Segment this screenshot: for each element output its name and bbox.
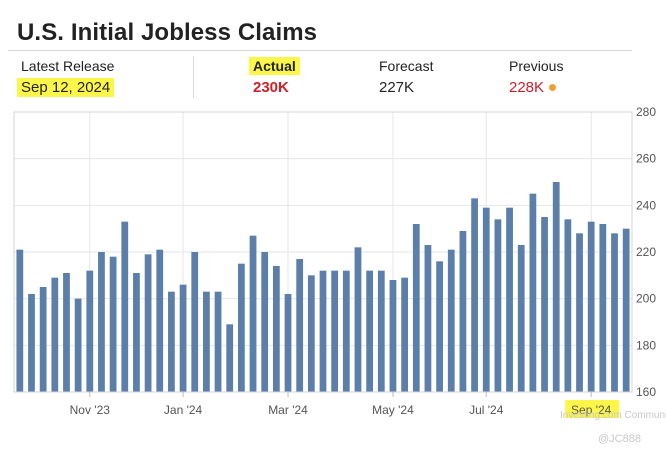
page-title: U.S. Initial Jobless Claims bbox=[17, 19, 318, 46]
y-tick-label: 180 bbox=[636, 338, 656, 352]
bar bbox=[622, 228, 630, 392]
bar bbox=[168, 291, 175, 392]
bar bbox=[307, 275, 315, 392]
bar bbox=[459, 231, 467, 392]
bar bbox=[564, 219, 572, 392]
bar bbox=[471, 198, 478, 392]
bar bbox=[51, 277, 59, 392]
stats-row: Latest Release Sep 12, 2024 Actual 230K … bbox=[8, 52, 632, 100]
x-tick-label: Jan '24 bbox=[164, 403, 203, 417]
bar bbox=[203, 291, 210, 392]
x-tick-label: Sep '24 bbox=[571, 403, 612, 417]
bar bbox=[611, 233, 618, 392]
forecast-label: Forecast bbox=[379, 58, 434, 74]
x-tick-label: Nov '23 bbox=[70, 403, 111, 417]
y-tick-label: 200 bbox=[636, 292, 656, 306]
bar bbox=[121, 221, 129, 392]
x-tick-label: May '24 bbox=[372, 403, 414, 417]
bar bbox=[156, 249, 164, 392]
bar bbox=[541, 217, 548, 392]
y-tick-label: 220 bbox=[636, 245, 656, 259]
bar bbox=[86, 270, 94, 392]
bar bbox=[424, 245, 432, 392]
bar bbox=[529, 193, 537, 392]
bar bbox=[576, 233, 583, 392]
bar-series bbox=[16, 182, 630, 392]
bar bbox=[28, 294, 35, 392]
x-tick-label: Jul '24 bbox=[469, 403, 504, 417]
bar bbox=[144, 254, 152, 392]
bar bbox=[506, 207, 513, 392]
actual-value: 230K bbox=[253, 79, 289, 96]
stats-divider bbox=[193, 56, 194, 98]
bar bbox=[494, 219, 502, 392]
bar bbox=[517, 245, 525, 392]
bar bbox=[249, 235, 257, 392]
bar bbox=[179, 284, 187, 392]
bar bbox=[39, 287, 47, 392]
bar bbox=[272, 266, 280, 392]
bar bbox=[284, 294, 292, 392]
bar bbox=[74, 298, 82, 392]
y-tick-label: 280 bbox=[636, 105, 656, 119]
bar bbox=[587, 221, 595, 392]
forecast-value: 227K bbox=[379, 79, 415, 96]
bar bbox=[389, 280, 397, 392]
jobless-claims-bar-chart: Nov '23 Jan '24 Mar '24 May '24 Jul '24 Sep '… bbox=[13, 105, 666, 445]
watermark-handle: @JC888 bbox=[598, 433, 641, 445]
bar bbox=[412, 224, 420, 392]
previous-label: Previous bbox=[509, 58, 564, 74]
actual-label: Actual bbox=[249, 57, 300, 75]
watermark-text: Investing.com Community bbox=[560, 410, 666, 421]
previous-value-wrap: 228K bbox=[509, 79, 557, 96]
bar bbox=[191, 252, 199, 392]
plot-frame bbox=[13, 111, 633, 393]
bar bbox=[226, 324, 234, 392]
y-tick-label: 260 bbox=[636, 152, 656, 166]
bar bbox=[436, 261, 443, 392]
bar bbox=[482, 207, 490, 392]
y-axis-labels: 160 180 200 220 240 260 280 bbox=[636, 105, 656, 399]
bar bbox=[261, 252, 269, 392]
bar bbox=[98, 252, 105, 392]
bar bbox=[109, 256, 117, 392]
bar bbox=[366, 270, 374, 392]
title-divider bbox=[8, 50, 632, 51]
x-tick-label: Mar '24 bbox=[268, 403, 308, 417]
bar bbox=[214, 291, 222, 392]
bar bbox=[237, 263, 245, 392]
latest-release-value: Sep 12, 2024 bbox=[17, 78, 115, 97]
axes bbox=[13, 111, 633, 397]
bar bbox=[377, 270, 385, 392]
x-axis-labels: Nov '23 Jan '24 Mar '24 May '24 Jul '24 Sep '… bbox=[70, 400, 620, 418]
bar bbox=[599, 224, 607, 392]
bar bbox=[63, 273, 70, 392]
latest-release-date: Sep 12, 2024 bbox=[17, 78, 115, 97]
bar bbox=[342, 270, 350, 392]
bar bbox=[133, 273, 140, 392]
bar bbox=[331, 270, 339, 392]
bar bbox=[16, 249, 24, 392]
bar bbox=[319, 270, 327, 392]
latest-release-label: Latest Release bbox=[21, 58, 115, 74]
bar bbox=[401, 277, 409, 392]
y-tick-label: 160 bbox=[636, 385, 656, 399]
bar bbox=[296, 259, 304, 392]
bar bbox=[552, 182, 560, 392]
bar bbox=[447, 249, 455, 392]
y-tick-label: 240 bbox=[636, 198, 656, 212]
previous-value: 228K bbox=[509, 79, 545, 96]
actual-label-text: Actual bbox=[249, 57, 300, 75]
bar bbox=[354, 247, 362, 392]
x-label-highlight bbox=[565, 400, 620, 418]
previous-revision-dot bbox=[549, 83, 557, 91]
